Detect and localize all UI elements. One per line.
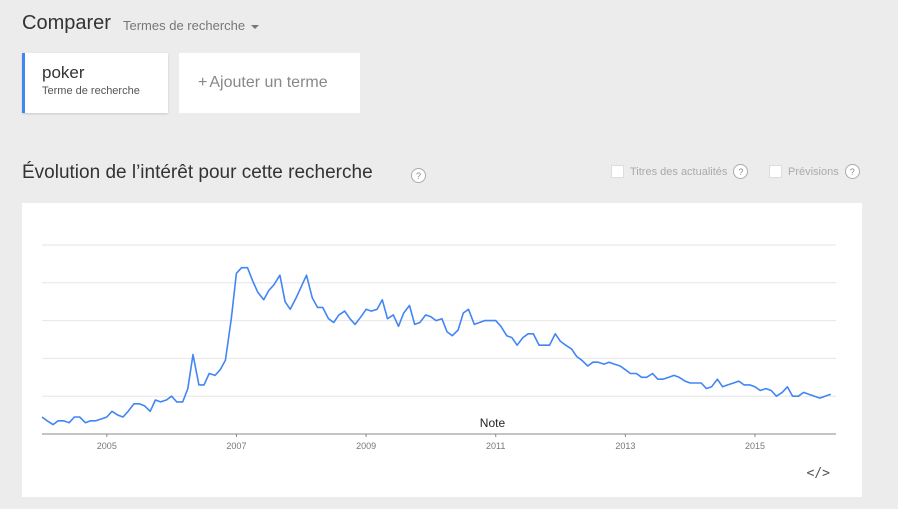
embed-code-icon[interactable]: </> [806, 466, 830, 481]
caret-down-icon [251, 24, 260, 29]
add-term-button[interactable]: + Ajouter un terme [179, 53, 360, 113]
forecast-label: Prévisions [788, 165, 839, 178]
terms-dropdown-label: Termes de recherche [123, 18, 246, 33]
term-card-poker[interactable]: poker Terme de recherche [22, 53, 168, 113]
news-headlines-option[interactable]: Titres des actualités ? [611, 164, 749, 179]
help-icon[interactable]: ? [411, 168, 426, 183]
section-title: Évolution de l’intérêt pour cette recher… [22, 162, 373, 183]
x-tick-label: 2011 [486, 441, 505, 451]
x-tick-label: 2009 [356, 441, 376, 451]
news-headlines-checkbox[interactable] [611, 165, 624, 178]
compare-title: Comparer [22, 12, 111, 34]
forecast-checkbox[interactable] [769, 165, 782, 178]
news-headlines-label: Titres des actualités [630, 165, 728, 178]
term-name: poker [42, 63, 85, 82]
plus-icon: + [198, 74, 208, 91]
forecast-help-icon[interactable]: ? [844, 164, 860, 179]
x-tick-label: 2013 [615, 441, 635, 451]
x-tick-label: 2007 [226, 441, 246, 451]
x-tick-label: 2005 [97, 441, 117, 451]
annotation-note: Note [480, 416, 506, 430]
terms-dropdown[interactable]: Termes de recherche [123, 18, 260, 33]
series-line [41, 266, 832, 426]
interest-chart-panel: 2005 2007 2009 2011 2013 2015 Note </> [22, 203, 862, 497]
forecast-option[interactable]: Prévisions ? [769, 164, 860, 179]
news-help-icon[interactable]: ? [733, 164, 749, 179]
interest-over-time-chart: 2005 2007 2009 2011 2013 2015 Note [41, 244, 836, 451]
term-type: Terme de recherche [42, 85, 140, 97]
add-term-label: Ajouter un terme [209, 74, 328, 91]
x-tick-label: 2015 [745, 441, 765, 451]
